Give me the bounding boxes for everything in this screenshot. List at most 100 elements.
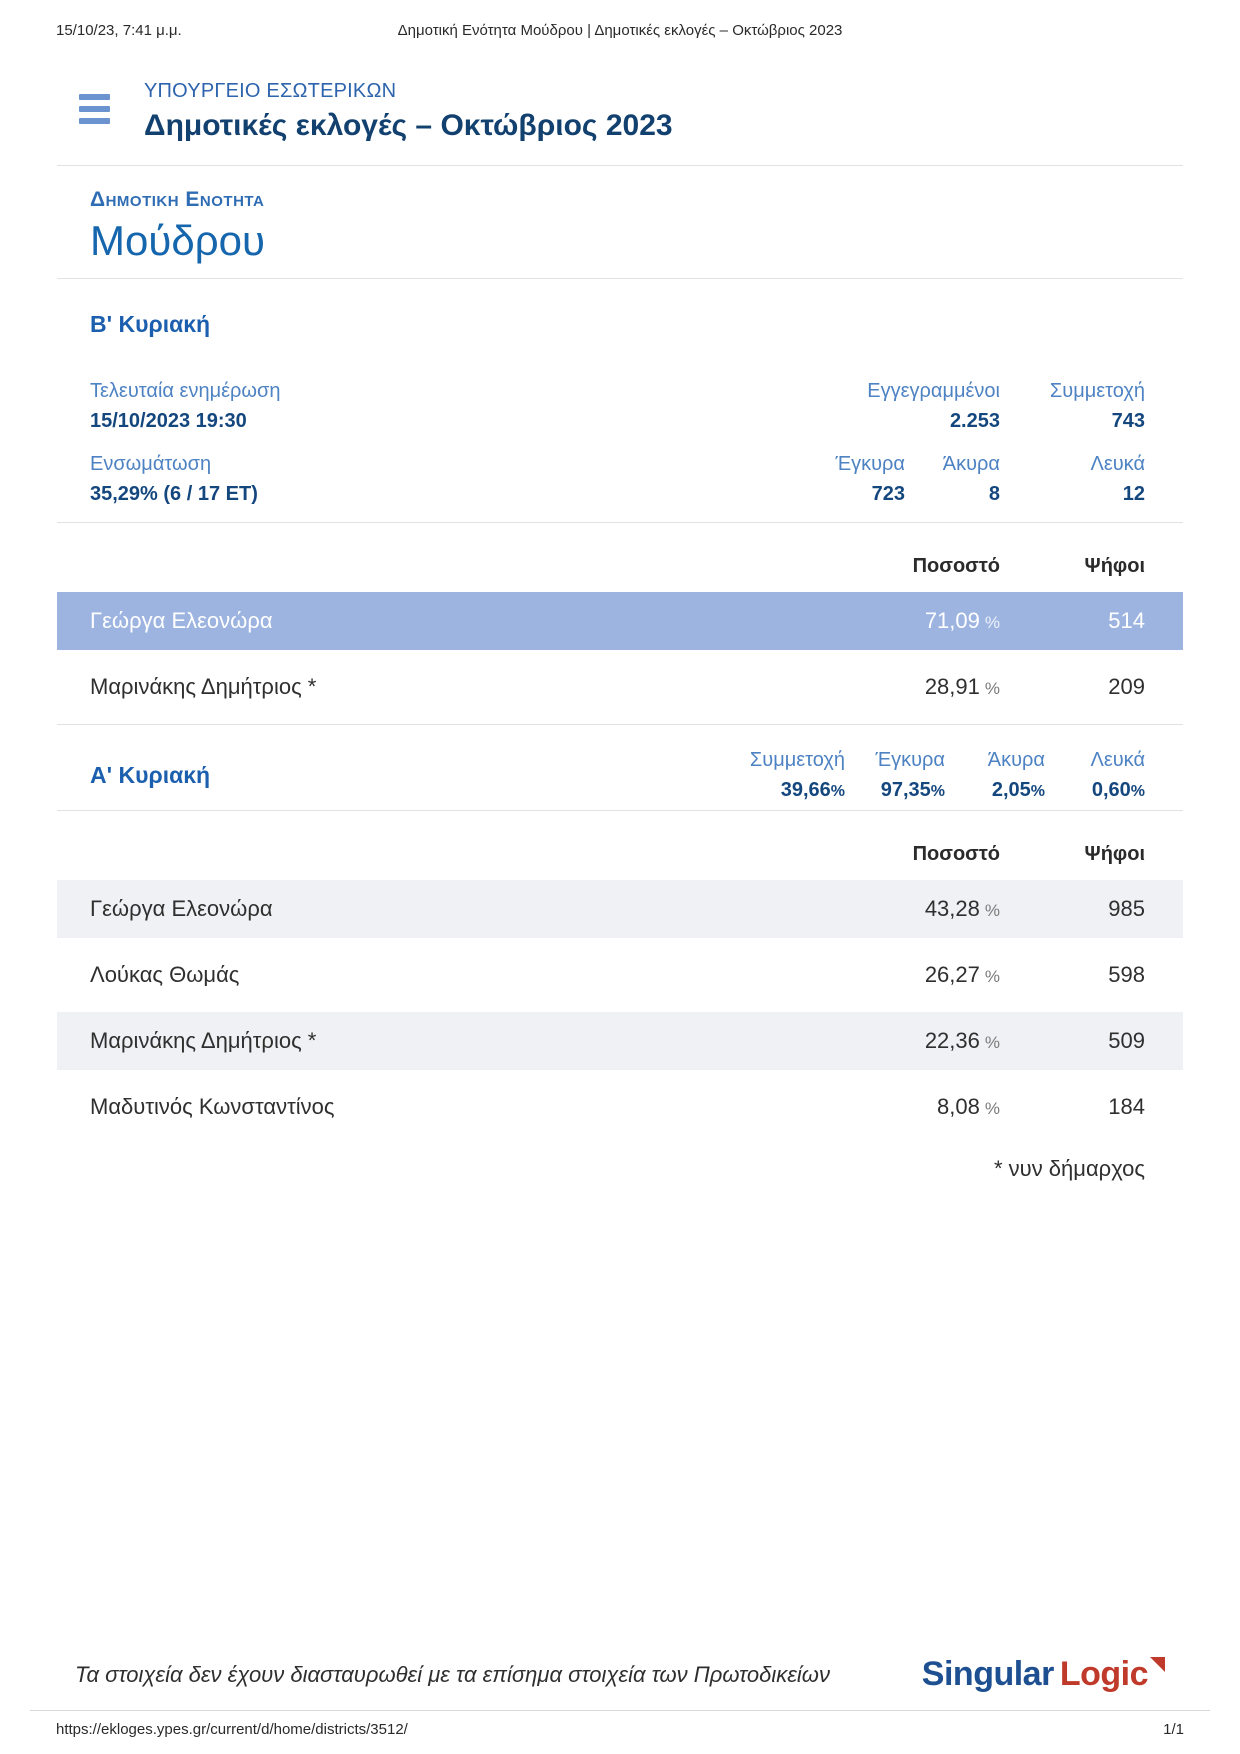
divider — [57, 810, 1183, 812]
ministry-link[interactable]: ΥΠΟΥΡΓΕΙΟ ΕΣΩΤΕΡΙΚΩΝ — [144, 80, 397, 102]
source-url: https://ekloges.ypes.gr/current/d/home/d… — [56, 1721, 408, 1738]
blank-label: Λευκά — [1090, 749, 1145, 772]
table-header-row: Ποσοστό Ψήφοι — [57, 537, 1183, 592]
participation-value: 39,66% — [780, 779, 845, 802]
percent-column-header: Ποσοστό — [912, 555, 1000, 578]
district-name: Μούδρου — [90, 217, 265, 264]
app-header-text: ΥΠΟΥΡΓΕΙΟ ΕΣΩΤΕΡΙΚΩΝ Δημοτικές εκλογές –… — [144, 80, 673, 143]
valid-label: Έγκυρα — [875, 749, 945, 772]
table-row: Γεώργα Ελεονώρα 43,28% 985 — [57, 880, 1183, 939]
blank-stat: Λευκά 12 — [1000, 453, 1145, 506]
menu-bar — [79, 94, 110, 100]
round-a-header: Α' Κυριακή Συμμετοχή 39,66% Έγκυρα 97,35… — [57, 749, 1183, 802]
print-url-row: https://ekloges.ypes.gr/current/d/home/d… — [56, 1721, 1184, 1754]
valid-value: 97,35% — [880, 779, 945, 802]
integration-value: 35,29% (6 / 17 ΕΤ) — [90, 483, 258, 506]
candidate-votes: 598 — [1108, 962, 1145, 988]
spacer — [90, 843, 840, 866]
page-number: 1/1 — [1163, 1721, 1184, 1738]
menu-bar — [79, 118, 110, 124]
menu-icon[interactable] — [79, 94, 110, 124]
round-a-results-table: Ποσοστό Ψήφοι Γεώργα Ελεονώρα 43,28% 985… — [57, 825, 1183, 1136]
invalid-stat: Άκυρα 8 — [905, 453, 1000, 506]
logo-flag-icon — [1150, 1657, 1165, 1672]
round-a-title: Α' Κυριακή — [90, 762, 211, 789]
candidate-percent: 43,28% — [924, 896, 1000, 922]
blank-label: Λευκά — [1090, 453, 1145, 476]
invalid-label: Άκυρα — [942, 453, 1000, 476]
last-update-value: 15/10/2023 19:30 — [90, 410, 247, 433]
candidate-name: Γεώργα Ελεονώρα — [90, 896, 273, 922]
candidate-percent: 71,09% — [924, 608, 1000, 634]
blank-value: 12 — [1122, 483, 1145, 506]
registered-stat: Εγγεγραμμένοι 2.253 — [840, 380, 1000, 433]
round-a-blank-stat: Λευκά 0,60% — [1045, 749, 1145, 802]
invalid-label: Άκυρα — [987, 749, 1045, 772]
candidate-name: Γεώργα Ελεονώρα — [90, 608, 273, 634]
menu-bar — [79, 106, 110, 112]
candidate-votes: 209 — [1108, 674, 1145, 700]
percent-unit: % — [984, 967, 1000, 987]
candidate-name: Μαδυτινός Κωνσταντίνος — [90, 1094, 335, 1120]
table-row: Μαρινάκης Δημήτριος * 22,36% 509 — [57, 1012, 1183, 1071]
valid-label: Έγκυρα — [835, 453, 905, 476]
divider — [57, 522, 1183, 524]
table-header-row: Ποσοστό Ψήφοι — [57, 825, 1183, 880]
participation-stat: Συμμετοχή 743 — [1000, 380, 1145, 433]
divider — [57, 278, 1183, 280]
candidate-percent: 8,08% — [937, 1094, 1000, 1120]
table-row: Μαδυτινός Κωνσταντίνος 8,08% 184 — [57, 1078, 1183, 1136]
app-header: ΥΠΟΥΡΓΕΙΟ ΕΣΩΤΕΡΙΚΩΝ Δημοτικές εκλογές –… — [57, 80, 1183, 143]
round-b-title: Β' Κυριακή — [90, 311, 211, 338]
percent-column-header: Ποσοστό — [912, 843, 1000, 866]
app-title: Δημοτικές εκλογές – Οκτώβριος 2023 — [144, 109, 673, 142]
candidate-votes: 514 — [1108, 608, 1145, 634]
candidate-name: Μαρινάκης Δημήτριος * — [90, 674, 317, 700]
percent-unit: % — [984, 1033, 1000, 1053]
round-a-participation-stat: Συμμετοχή 39,66% — [745, 749, 845, 802]
last-update-label: Τελευταία ενημέρωση — [90, 380, 281, 403]
participation-value: 743 — [1111, 410, 1145, 433]
round-b-stats-row2: Ενσωμάτωση 35,29% (6 / 17 ΕΤ) Έγκυρα 723… — [57, 453, 1183, 506]
invalid-value: 2,05% — [991, 779, 1045, 802]
district-type-label: Δημοτικη Ενοτητα — [90, 188, 265, 211]
candidate-name: Μαρινάκης Δημήτριος * — [90, 1028, 317, 1054]
district-block: Δημοτικη Ενοτητα Μούδρου — [57, 188, 1183, 264]
last-update-stat: Τελευταία ενημέρωση 15/10/2023 19:30 — [90, 380, 840, 433]
candidate-name: Λούκας Θωμάς — [90, 962, 240, 988]
divider — [57, 165, 1183, 166]
percent-unit: % — [984, 613, 1000, 633]
singularlogic-logo: Singular Logic — [922, 1655, 1165, 1694]
candidate-percent: 26,27% — [924, 962, 1000, 988]
votes-column-header: Ψήφοι — [1084, 843, 1145, 866]
registered-value: 2.253 — [949, 410, 1000, 433]
candidate-votes: 509 — [1108, 1028, 1145, 1054]
page-content: ΥΠΟΥΡΓΕΙΟ ΕΣΩΤΕΡΙΚΩΝ Δημοτικές εκλογές –… — [57, 46, 1183, 1182]
table-row: Μαρινάκης Δημήτριος * 28,91% 209 — [57, 658, 1183, 716]
page-footer: Τα στοιχεία δεν έχουν διασταυρωθεί με τα… — [0, 1655, 1240, 1754]
round-a-valid-stat: Έγκυρα 97,35% — [845, 749, 945, 802]
percent-unit: % — [984, 901, 1000, 921]
round-a-invalid-stat: Άκυρα 2,05% — [945, 749, 1045, 802]
browser-print-header: 15/10/23, 7:41 μ.μ. Δημοτική Ενότητα Μού… — [0, 0, 1240, 46]
candidate-votes: 985 — [1108, 896, 1145, 922]
candidate-percent: 22,36% — [924, 1028, 1000, 1054]
spacer — [90, 555, 840, 578]
candidate-percent: 28,91% — [924, 674, 1000, 700]
integration-label: Ενσωμάτωση — [90, 453, 212, 476]
table-row: Γεώργα Ελεονώρα 71,09% 514 — [57, 592, 1183, 651]
disclaimer-row: Τα στοιχεία δεν έχουν διασταυρωθεί με τα… — [75, 1655, 1165, 1694]
data-disclaimer: Τα στοιχεία δεν έχουν διασταυρωθεί με τα… — [75, 1661, 830, 1687]
candidate-votes: 184 — [1108, 1094, 1145, 1120]
divider — [57, 724, 1183, 726]
table-row: Λούκας Θωμάς 26,27% 598 — [57, 946, 1183, 1004]
percent-unit: % — [984, 679, 1000, 699]
print-page-title: Δημοτική Ενότητα Μούδρου | Δημοτικές εκλ… — [397, 22, 843, 39]
round-b-results-table: Ποσοστό Ψήφοι Γεώργα Ελεονώρα 71,09% 514… — [57, 537, 1183, 716]
valid-stat: Έγκυρα 723 — [805, 453, 905, 506]
registered-label: Εγγεγραμμένοι — [867, 380, 1000, 403]
participation-label: Συμμετοχή — [749, 749, 845, 772]
print-datetime: 15/10/23, 7:41 μ.μ. — [56, 22, 182, 39]
round-b-stats-row1: Τελευταία ενημέρωση 15/10/2023 19:30 Εγγ… — [57, 380, 1183, 433]
invalid-value: 8 — [988, 483, 1000, 506]
